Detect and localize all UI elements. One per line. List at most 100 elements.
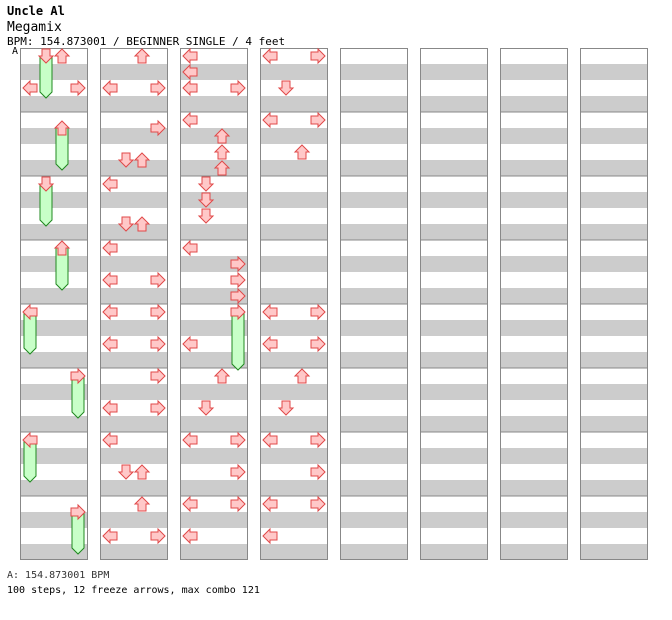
arrow-right (150, 527, 166, 545)
arrow-down (197, 176, 215, 192)
beat-band (580, 256, 648, 272)
beat-band (180, 320, 248, 336)
beat-band (260, 64, 328, 80)
beat-band (100, 192, 168, 208)
beat-band (260, 384, 328, 400)
arrow-left (102, 271, 118, 289)
song-title: Megamix (7, 20, 62, 35)
beat-band (20, 384, 88, 400)
beat-band (420, 192, 488, 208)
arrow-left (22, 303, 38, 321)
beat-band (420, 416, 488, 432)
beat-band (180, 416, 248, 432)
beat-band (420, 128, 488, 144)
arrow-left (182, 63, 198, 81)
arrow-left (102, 175, 118, 193)
arrow-left (182, 239, 198, 257)
beat-band (20, 288, 88, 304)
arrow-up (133, 496, 151, 512)
arrow-left (182, 335, 198, 353)
beat-band (500, 192, 568, 208)
arrow-left (182, 495, 198, 513)
arrow-up (293, 368, 311, 384)
beat-band (180, 160, 248, 176)
arrow-right (70, 367, 86, 385)
arrow-left (182, 431, 198, 449)
arrow-down (37, 48, 55, 64)
beat-band (340, 448, 408, 464)
arrow-up (53, 120, 71, 136)
arrow-down (197, 192, 215, 208)
beat-band (340, 544, 408, 560)
arrow-right (230, 431, 246, 449)
beat-band (100, 224, 168, 240)
arrow-left (182, 527, 198, 545)
arrow-down (197, 400, 215, 416)
beat-band (20, 64, 88, 80)
arrow-right (150, 303, 166, 321)
arrow-left (262, 495, 278, 513)
arrow-left (182, 111, 198, 129)
beat-band (500, 288, 568, 304)
song-info: BPM: 154.873001 / BEGINNER SINGLE / 4 fe… (7, 35, 286, 48)
freeze-arrow-body (231, 311, 245, 371)
beat-band (340, 416, 408, 432)
arrow-up (213, 144, 231, 160)
beat-band (500, 160, 568, 176)
beat-band (20, 256, 88, 272)
arrow-left (102, 303, 118, 321)
beat-band (420, 480, 488, 496)
beat-band (420, 448, 488, 464)
chart-column-border (500, 48, 568, 560)
beat-band (180, 128, 248, 144)
arrow-right (70, 79, 86, 97)
arrow-left (102, 239, 118, 257)
arrow-right (150, 79, 166, 97)
beat-band (500, 480, 568, 496)
arrow-left (102, 527, 118, 545)
arrow-right (310, 111, 326, 129)
beat-band (180, 352, 248, 368)
beat-band (420, 352, 488, 368)
arrow-right (310, 47, 326, 65)
beat-band (500, 64, 568, 80)
footer-stats: 100 steps, 12 freeze arrows, max combo 1… (7, 585, 260, 596)
arrow-up (213, 128, 231, 144)
arrow-right (150, 271, 166, 289)
chart-column-border (180, 48, 248, 560)
beat-band (500, 448, 568, 464)
beat-band (500, 128, 568, 144)
beat-band (20, 160, 88, 176)
arrow-right (310, 303, 326, 321)
arrow-down (277, 80, 295, 96)
arrow-right (310, 431, 326, 449)
arrow-left (22, 79, 38, 97)
beat-band (20, 480, 88, 496)
beat-band (420, 256, 488, 272)
beat-band (260, 544, 328, 560)
arrow-up (133, 48, 151, 64)
beat-band (340, 64, 408, 80)
beat-band (580, 64, 648, 80)
arrow-right (70, 503, 86, 521)
beat-band (20, 416, 88, 432)
arrow-up (53, 240, 71, 256)
beat-band (100, 480, 168, 496)
chart-column-border (420, 48, 488, 560)
beat-band (260, 160, 328, 176)
arrow-down (277, 400, 295, 416)
beat-band (100, 256, 168, 272)
arrow-left (102, 399, 118, 417)
beat-band (420, 160, 488, 176)
arrow-up (293, 144, 311, 160)
beat-band (500, 320, 568, 336)
beat-band (180, 448, 248, 464)
arrow-left (262, 111, 278, 129)
beat-band (340, 352, 408, 368)
beat-band (260, 192, 328, 208)
beat-band (260, 288, 328, 304)
arrow-left (102, 335, 118, 353)
beat-band (260, 128, 328, 144)
beat-band (500, 224, 568, 240)
beat-band (420, 512, 488, 528)
